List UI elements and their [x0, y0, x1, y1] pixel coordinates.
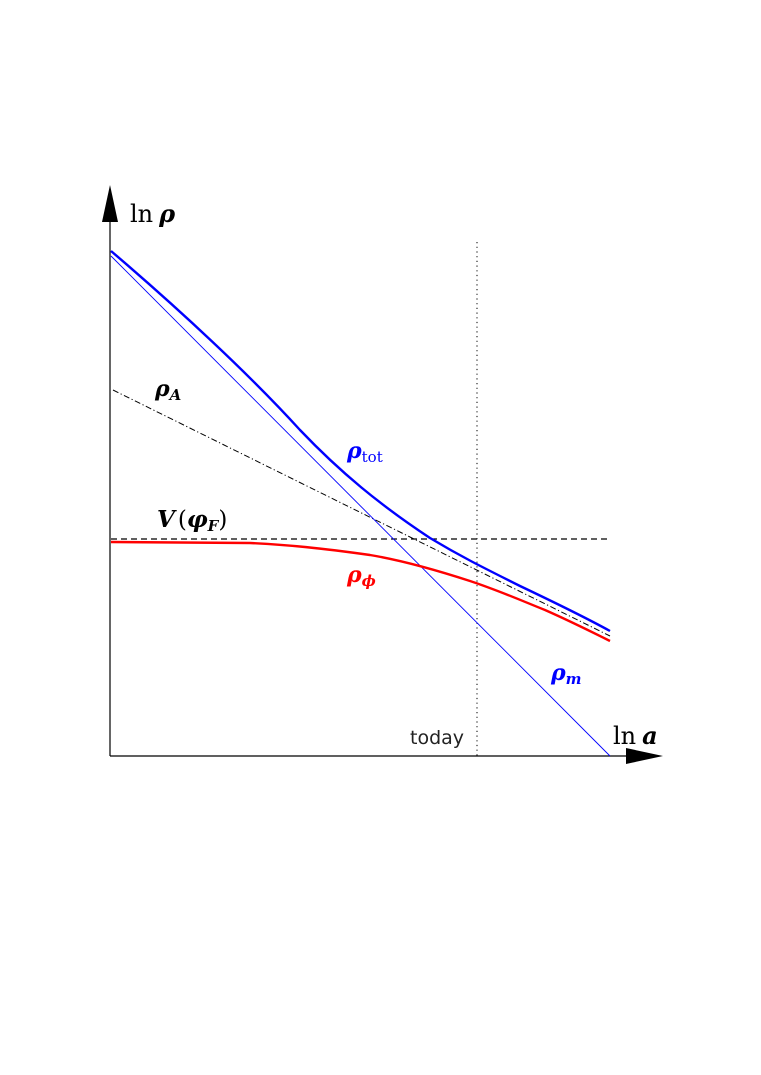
- x-axis-label: ln a: [613, 721, 658, 750]
- rho-a-label: ρA: [154, 376, 181, 404]
- y-axis-arrow-icon: [102, 185, 118, 222]
- rho-phi-label: ρϕ: [346, 562, 376, 590]
- y-axis-label: ln ρ: [130, 199, 176, 228]
- rho-phi-curve: [110, 540, 611, 643]
- v-phiF-label: V (φF): [157, 506, 227, 535]
- rho-a-line: [112, 389, 611, 637]
- rho-m-line: [110, 255, 611, 757]
- rho-m-label: ρm: [550, 660, 582, 688]
- today-label: today: [410, 727, 464, 749]
- rho-tot-curve: [110, 250, 611, 633]
- x-axis-arrow-icon: [626, 748, 663, 764]
- rho-tot-label: ρtot: [346, 438, 383, 466]
